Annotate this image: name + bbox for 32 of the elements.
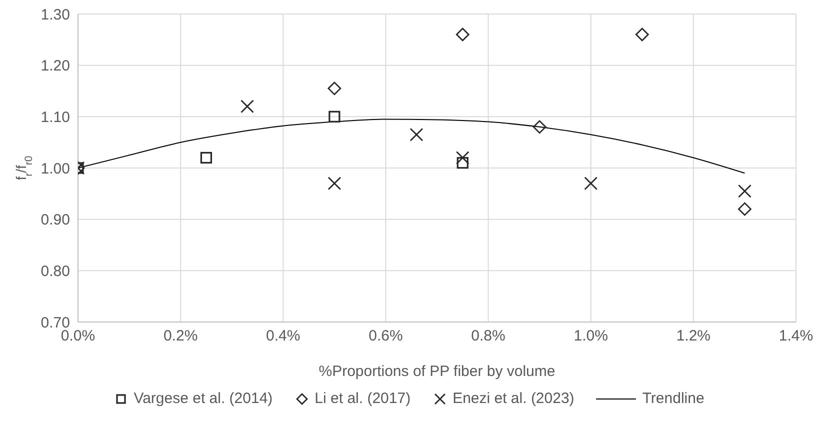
x-tick-label: 0.2% — [163, 328, 198, 345]
point — [738, 202, 752, 216]
point — [635, 28, 649, 42]
point — [328, 176, 342, 190]
x-tick-label: 0.8% — [471, 328, 506, 345]
legend-label: Trendline — [642, 390, 704, 407]
legend-label: Enezi et al. (2023) — [452, 390, 574, 407]
y-tick-label: 1.00 — [40, 160, 70, 178]
x-tick-label: 0.6% — [368, 328, 403, 345]
y-tick-label: 0.90 — [40, 212, 70, 229]
point — [456, 28, 470, 42]
point — [456, 151, 470, 164]
point — [738, 184, 752, 198]
point — [532, 120, 546, 134]
y-tick-label: 0.80 — [40, 262, 70, 280]
point — [240, 100, 254, 114]
y-tick-label: 1.30 — [40, 6, 70, 24]
x-tick-label: 1.2% — [676, 328, 711, 345]
x-tick-label: 1.4% — [778, 328, 814, 345]
x-axis-title: %Proportions of PP fiber by volume — [318, 363, 556, 380]
point — [456, 157, 468, 169]
y-tick-label: 1.10 — [40, 108, 70, 126]
x-tick-label: 0.4% — [266, 328, 300, 345]
point — [328, 110, 340, 122]
point — [328, 82, 342, 96]
legend-label: Li et al. (2017) — [314, 390, 411, 407]
legend-label: Vargese et al. (2014) — [134, 390, 273, 407]
point — [200, 152, 212, 164]
y-tick-label: 1.20 — [40, 58, 70, 75]
x-tick-label: 1.0% — [574, 328, 608, 345]
point — [584, 176, 598, 190]
point — [410, 128, 424, 142]
